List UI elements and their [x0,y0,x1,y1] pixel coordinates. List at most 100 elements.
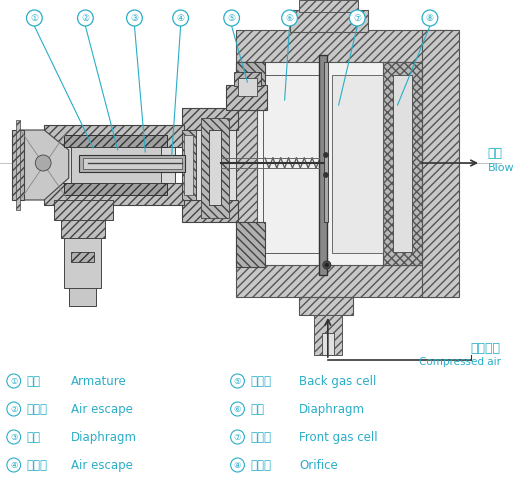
Circle shape [7,458,21,472]
Bar [44,125,184,147]
Text: Compressed air: Compressed air [419,357,501,367]
Text: Air escape: Air escape [71,459,132,472]
Text: 放气孔: 放气孔 [26,403,48,415]
Text: ④: ④ [176,13,185,22]
Bar [236,265,452,297]
Text: ⑥: ⑥ [285,13,294,22]
Bar [238,78,257,96]
Circle shape [7,402,21,416]
Text: ⑤: ⑤ [234,377,241,386]
Circle shape [230,430,244,444]
Bar [192,130,236,200]
Bar [71,147,161,183]
Circle shape [173,10,188,26]
Text: 喷吹: 喷吹 [488,147,503,160]
Circle shape [422,10,438,26]
Text: ⑦: ⑦ [234,432,241,441]
Text: Front gas cell: Front gas cell [299,430,378,443]
Circle shape [325,263,329,267]
Polygon shape [20,130,69,200]
Bar [383,62,422,265]
Text: 膜片: 膜片 [250,403,264,415]
Text: Blow: Blow [488,163,514,173]
Bar [322,333,334,355]
Bar [290,10,368,32]
Bar [64,135,167,147]
Text: ⑦: ⑦ [353,13,361,22]
Text: ④: ④ [10,461,18,470]
Bar [236,62,265,110]
Text: 节流孔: 节流孔 [250,459,271,472]
Text: Armature: Armature [71,375,127,388]
Circle shape [77,10,93,26]
Bar [54,200,113,220]
Text: ③: ③ [130,13,139,22]
Bar [16,120,20,210]
Circle shape [349,10,365,26]
Bar [44,183,184,205]
Bar [236,30,452,62]
Bar [299,297,353,315]
Bar [201,118,229,218]
Circle shape [7,430,21,444]
Bar [319,55,327,275]
Bar [324,62,328,222]
Text: Diaphragm: Diaphragm [71,430,136,443]
Text: 压缩空气: 压缩空气 [471,341,501,354]
Bar [78,155,185,172]
Bar [299,0,358,12]
Text: ⑧: ⑧ [234,461,241,470]
Circle shape [323,153,329,158]
Circle shape [230,458,244,472]
Bar [57,147,175,183]
Bar [332,75,383,253]
Text: ⑤: ⑤ [228,13,236,22]
Circle shape [127,10,142,26]
Text: 膜片: 膜片 [26,430,40,443]
Bar [236,62,257,265]
Text: 后气室: 后气室 [250,375,271,388]
Text: Diaphragm: Diaphragm [299,403,365,415]
Bar [84,158,182,169]
Bar [64,183,167,195]
Text: ①: ① [30,13,38,22]
Text: Back gas cell: Back gas cell [299,375,377,388]
Text: ⑧: ⑧ [426,13,434,22]
Bar [61,220,105,238]
Text: ②: ② [81,13,89,22]
Bar [314,315,342,355]
Bar [182,130,196,200]
Bar [64,238,101,288]
Text: ②: ② [10,405,18,414]
Bar [184,135,194,195]
Circle shape [7,374,21,388]
Circle shape [35,155,51,171]
Circle shape [323,261,331,269]
Text: 放气孔: 放气孔 [26,459,48,472]
Bar [236,222,265,267]
Circle shape [282,10,297,26]
Text: ①: ① [10,377,18,386]
Circle shape [26,10,42,26]
Bar [182,108,238,130]
Circle shape [230,402,244,416]
Bar [182,200,238,222]
Bar [392,75,412,252]
Bar [12,130,23,200]
Bar [422,30,459,297]
Text: Orifice: Orifice [299,459,338,472]
Circle shape [224,10,239,26]
Text: ⑥: ⑥ [234,405,241,414]
Bar [69,288,96,306]
Bar [226,85,267,110]
Circle shape [323,172,329,177]
Bar [263,75,319,253]
Text: ③: ③ [10,432,18,441]
Bar [71,252,94,262]
Text: 前气室: 前气室 [250,430,271,443]
Bar [257,62,422,265]
Text: Air escape: Air escape [71,403,132,415]
Bar [234,72,261,86]
Bar [209,130,221,205]
Text: 衔铁: 衔铁 [26,375,40,388]
